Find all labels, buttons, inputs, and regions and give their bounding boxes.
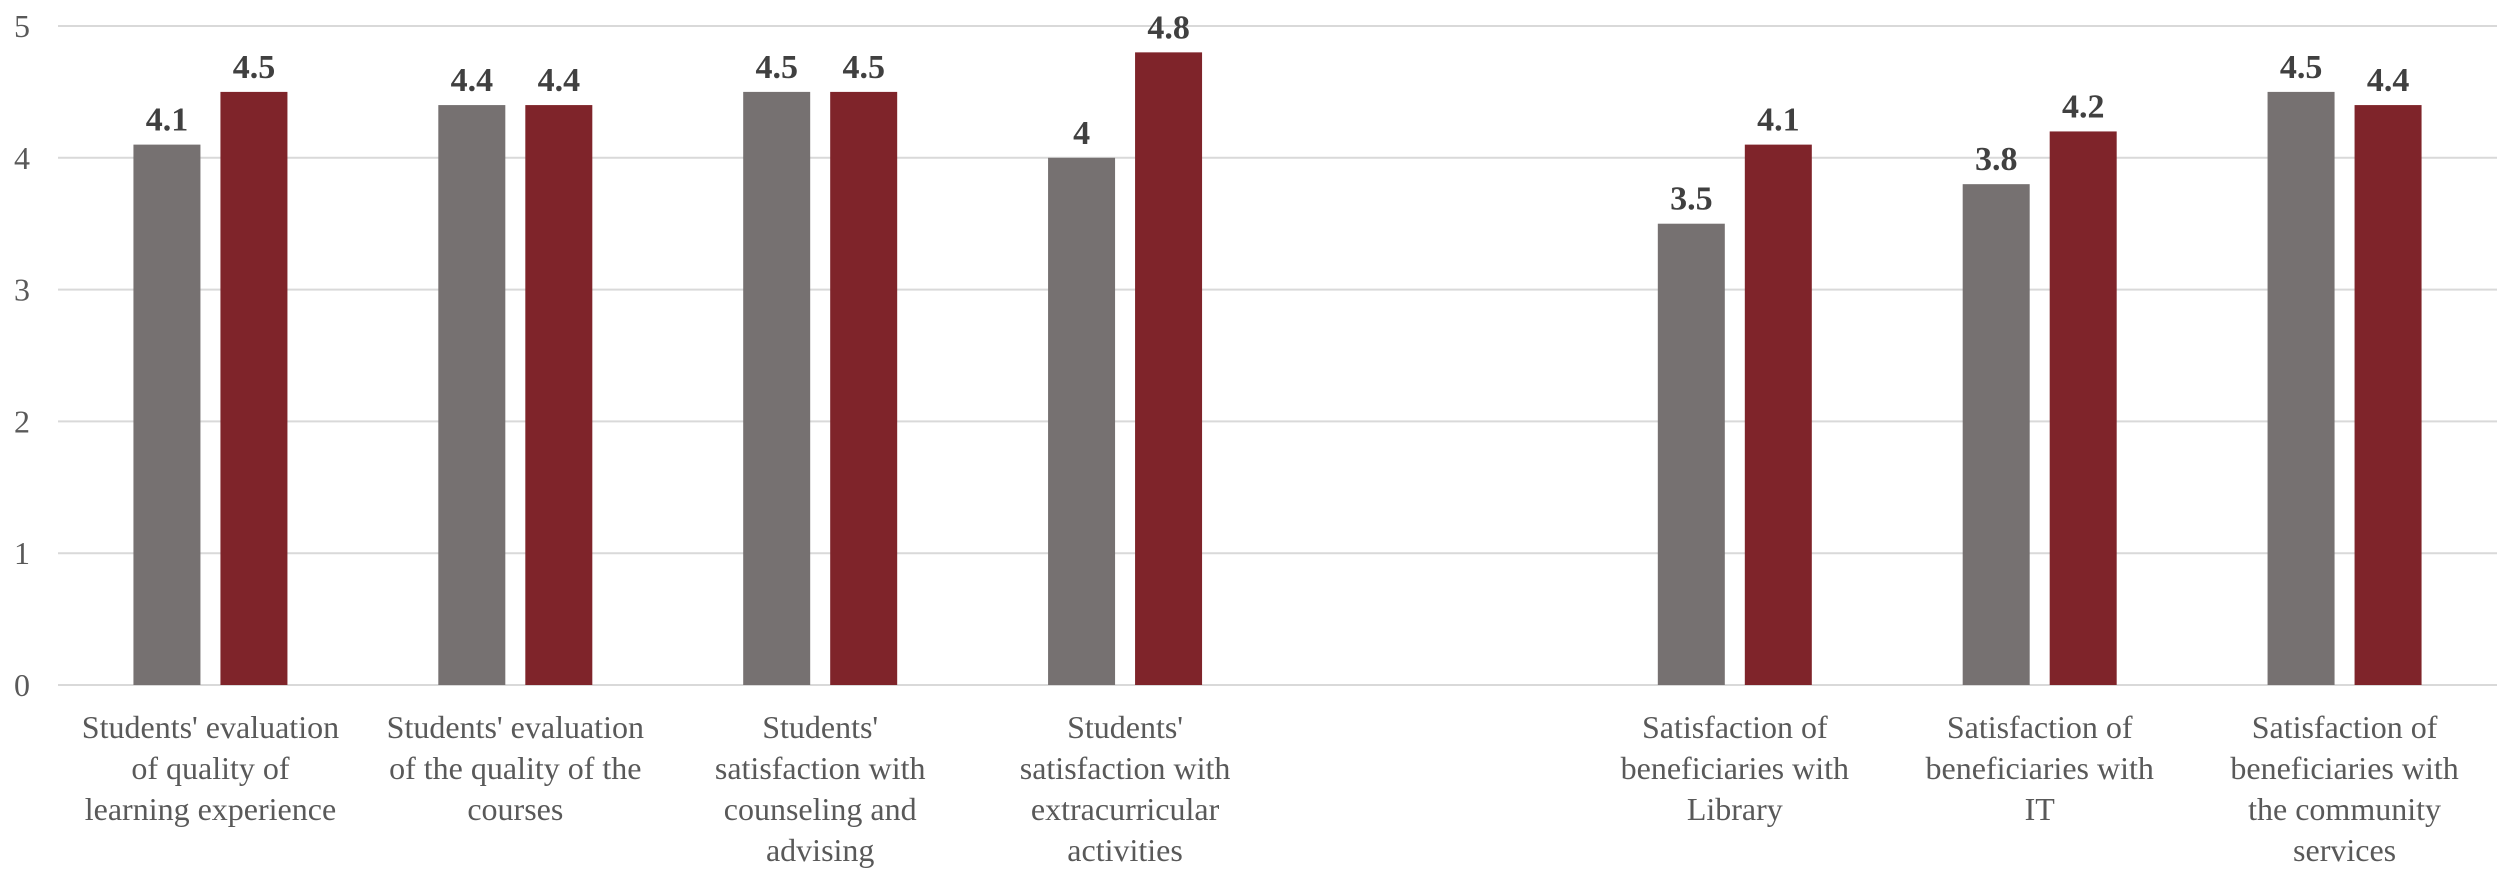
data-label: 4.8 — [1147, 9, 1190, 46]
category-label: Satisfaction of beneficiaries with Library — [1621, 709, 1849, 827]
category-label-line: activities — [1067, 832, 1183, 868]
category-label: Students' evaluation of quality of learnin… — [82, 709, 339, 827]
y-tick-label: 1 — [14, 535, 30, 571]
data-label: 4.4 — [2367, 62, 2410, 99]
data-label: 4.5 — [233, 49, 276, 86]
category-label: Satisfaction of beneficiaries with IT — [1926, 709, 2154, 827]
bar — [830, 91, 898, 685]
category-label-line: courses — [467, 791, 563, 827]
y-tick-label: 5 — [14, 8, 30, 44]
y-tick-label: 3 — [14, 272, 30, 308]
category-label-line: Satisfaction of — [1947, 709, 2133, 745]
y-axis-ticks: 0 1 2 3 4 5 — [14, 8, 30, 703]
category-label-line: of quality of — [131, 750, 290, 786]
bar — [743, 91, 811, 685]
category-label-line: Students' evaluation — [387, 709, 644, 745]
bar — [2354, 105, 2422, 685]
gridlines — [58, 25, 2497, 686]
category-label-line: Students' — [762, 709, 878, 745]
category-label-line: counseling and — [724, 791, 917, 827]
category-label-line: beneficiaries with — [1621, 750, 1849, 786]
bar — [1744, 144, 1812, 685]
bar — [1135, 52, 1203, 686]
data-label: 3.8 — [1975, 141, 2018, 178]
category-label-line: advising — [766, 832, 874, 868]
category-label: Satisfaction of beneficiaries with the com… — [2230, 709, 2458, 868]
bar — [133, 144, 201, 685]
category-label-line: learning experience — [85, 791, 336, 827]
y-tick-label: 0 — [14, 667, 30, 703]
data-label: 4.5 — [842, 49, 885, 86]
category-label: Students' satisfaction with counseling and… — [715, 709, 926, 868]
bar — [220, 91, 288, 685]
category-label-line: beneficiaries with — [1926, 750, 2154, 786]
data-label: 4.4 — [538, 62, 581, 99]
category-label-line: Satisfaction of — [1642, 709, 1828, 745]
data-label: 4.1 — [1757, 102, 1800, 139]
data-label: 3.5 — [1670, 181, 1713, 218]
data-label: 4.1 — [146, 102, 189, 139]
bars — [133, 52, 2422, 686]
data-labels: 4.1 4.5 4.4 4.4 4.5 4.5 4 4.8 3.5 4.1 3.8 4.2 4.5 4.4 — [146, 9, 2410, 217]
bar — [2049, 131, 2117, 685]
x-axis-categories: Students' evaluation of quality of learnin… — [82, 709, 2459, 868]
category-label-line: IT — [2025, 791, 2056, 827]
data-label: 4.2 — [2062, 88, 2105, 125]
category-label-line: Library — [1687, 791, 1783, 827]
bar — [2267, 91, 2335, 685]
bar — [525, 105, 593, 685]
data-label: 4 — [1073, 115, 1090, 152]
data-label: 4.4 — [451, 62, 494, 99]
category-label-line: of the quality of the — [389, 750, 641, 786]
y-tick-label: 2 — [14, 403, 30, 439]
category-label-line: the community — [2248, 791, 2441, 827]
category-label-line: Satisfaction of — [2252, 709, 2438, 745]
category-label-line: services — [2293, 832, 2396, 868]
category-label-line: beneficiaries with — [2230, 750, 2458, 786]
category-label-line: extracurricular — [1031, 791, 1220, 827]
category-label-line: Students' evaluation — [82, 709, 339, 745]
data-label: 4.5 — [755, 49, 798, 86]
bar — [1657, 223, 1725, 685]
category-label: Students' satisfaction with extracurricula… — [1020, 709, 1231, 868]
category-label-line: satisfaction with — [715, 750, 926, 786]
category-label-line: Students' — [1067, 709, 1183, 745]
category-label: Students' evaluation of the quality of th… — [387, 709, 644, 827]
bar — [1048, 157, 1116, 686]
category-label-line: satisfaction with — [1020, 750, 1231, 786]
bar — [1962, 184, 2030, 685]
data-label: 4.5 — [2280, 49, 2323, 86]
y-tick-label: 4 — [14, 140, 30, 176]
bar — [438, 105, 506, 685]
